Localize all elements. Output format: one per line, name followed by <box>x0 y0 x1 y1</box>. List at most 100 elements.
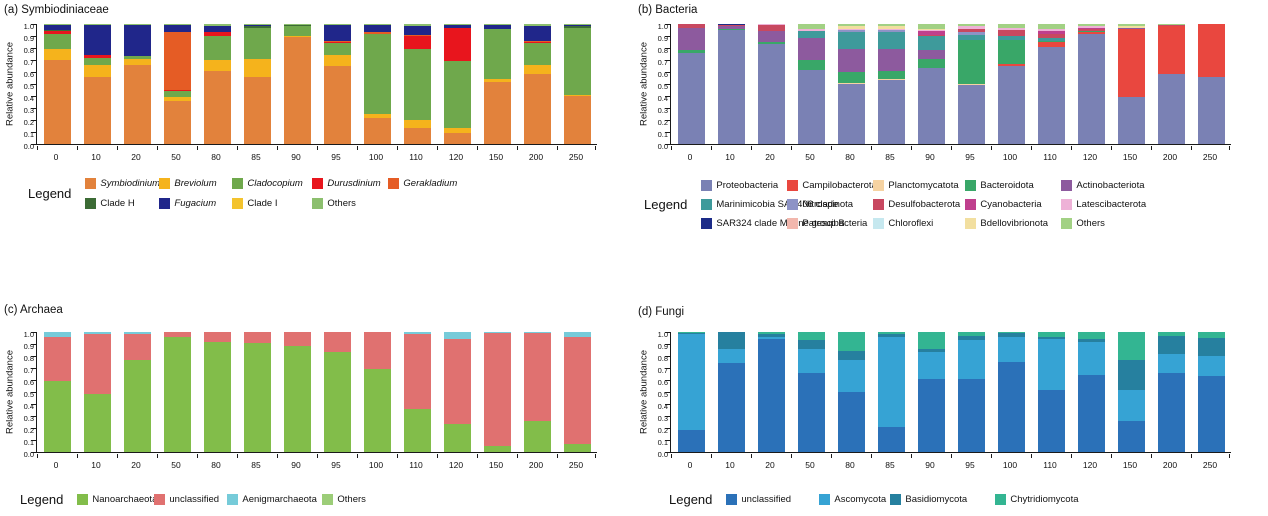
x-tick-mark <box>751 145 753 150</box>
bar-segment <box>997 40 1025 64</box>
legend-item: SAR324 clade Marine group B <box>701 218 845 229</box>
y-tick-mark <box>665 344 670 346</box>
x-tick-mark <box>277 145 279 150</box>
bar-segment <box>283 26 311 36</box>
bar-segment <box>917 36 945 50</box>
x-tick-mark <box>77 145 79 150</box>
legend-item: Chytridiomycota <box>995 494 1079 505</box>
legend-label: Campilobacterota <box>802 180 877 191</box>
chart-area: Relative abundance 1.0 0.9 0.8 0.7 0.6 0.5 0.4… <box>4 331 597 470</box>
bar-segment <box>83 24 111 25</box>
legend-label: Chloroflexi <box>888 218 934 229</box>
x-tick-mark <box>991 145 993 150</box>
x-tick-mark <box>397 145 399 150</box>
bar-segment <box>837 392 865 452</box>
bar-segment <box>677 28 705 50</box>
bar-segment <box>243 28 271 59</box>
legend-item: Bdellovibrionota <box>965 218 1061 229</box>
bar-segment <box>797 349 825 373</box>
bar-segment <box>1197 338 1225 356</box>
y-axis-label: Relative abundance <box>4 42 16 126</box>
y-tick-label: 0.6 <box>657 70 668 79</box>
y-tick-mark <box>31 416 36 418</box>
bar-segment <box>957 35 985 40</box>
bar-slot <box>671 24 711 144</box>
bar-segment <box>877 26 905 29</box>
bar-segment <box>363 369 391 452</box>
bar-segment <box>83 332 111 334</box>
bar-segment <box>203 26 231 32</box>
bar-segment <box>443 28 471 61</box>
x-tick-label: 100 <box>368 152 384 162</box>
x-tick-mark <box>671 145 673 150</box>
x-tick-mark <box>951 453 953 458</box>
legend-swatch-icon <box>227 494 239 505</box>
legend-swatch-icon <box>159 198 171 209</box>
x-tick-label: 150 <box>488 460 504 470</box>
x-axis-labels: 0 10 20 50 80 85 90 95 100 110 120 150 200 250 <box>670 152 1230 162</box>
x-tick-mark <box>1191 453 1193 458</box>
bar-segment <box>837 26 865 29</box>
x-tick-label: 100 <box>1002 460 1018 470</box>
bar-segment <box>757 24 785 25</box>
bar-segment <box>403 120 431 128</box>
bar-segment <box>363 25 391 32</box>
bar-segment <box>757 25 785 31</box>
bar-segment <box>677 332 705 333</box>
legend-swatch-icon <box>701 199 713 210</box>
plot-region <box>665 24 1231 150</box>
bar-segment <box>563 26 591 28</box>
bar-segment <box>1157 24 1185 25</box>
stacked-bar-80 <box>837 332 865 452</box>
bar-segment <box>403 332 431 334</box>
stacked-bar-0 <box>43 24 71 144</box>
legend-swatch-icon <box>890 494 902 505</box>
bar-segment <box>163 25 191 32</box>
y-tick-label: 0.8 <box>657 46 668 55</box>
bar-segment <box>1117 24 1145 26</box>
bar-segment <box>997 332 1025 333</box>
x-tick-mark <box>1031 453 1033 458</box>
legend-item: Planctomycatota <box>873 180 965 191</box>
bar-segment <box>203 36 231 60</box>
bar-segment <box>83 65 111 77</box>
plot-region <box>31 332 597 458</box>
x-axis-labels: 0 10 20 50 80 85 90 95 100 110 120 150 200 250 <box>36 460 596 470</box>
bar-segment <box>443 339 471 424</box>
legend-item: Others <box>322 494 366 505</box>
legend-item: Aenigmarchaeota <box>227 494 322 505</box>
stacked-bar-95 <box>957 24 985 144</box>
y-tick-mark <box>665 120 670 122</box>
stacked-bar-95 <box>323 332 351 452</box>
stacked-bar-10 <box>717 24 745 144</box>
bar-segment <box>43 49 71 60</box>
bar-segment <box>917 50 945 59</box>
y-tick-mark <box>665 132 670 134</box>
stacked-bar-0 <box>677 332 705 452</box>
legend-items: Nanoarchaeota unclassified Aenigmarchaeota… <box>77 494 366 505</box>
bar-segment <box>1037 390 1065 452</box>
bar-slot <box>671 332 711 452</box>
stacked-bar-95 <box>323 24 351 144</box>
bar-segment <box>837 351 865 360</box>
bar-segment <box>323 332 351 352</box>
x-tick-label: 110 <box>409 460 423 470</box>
y-tick-label: 0.4 <box>23 94 34 103</box>
bar-slot <box>357 332 397 452</box>
bar-slot <box>317 332 357 452</box>
x-tick-label: 95 <box>331 460 341 470</box>
bar-segment <box>323 55 351 66</box>
bar-segment <box>1197 376 1225 452</box>
x-tick-mark <box>1111 453 1113 458</box>
x-tick-mark <box>595 453 597 458</box>
bar-segment <box>523 42 551 43</box>
x-tick-label: 20 <box>131 152 141 162</box>
y-tick-mark <box>665 404 670 406</box>
stacked-bar-110 <box>1037 24 1065 144</box>
legend-item: Clade H <box>85 198 159 209</box>
bar-segment <box>243 24 271 25</box>
y-tick-mark <box>665 72 670 74</box>
legend-swatch-icon <box>159 178 171 189</box>
legend: Legend Symbiodinium Breviolum Cladocopium D… <box>28 178 457 209</box>
x-tick-mark <box>557 453 559 458</box>
